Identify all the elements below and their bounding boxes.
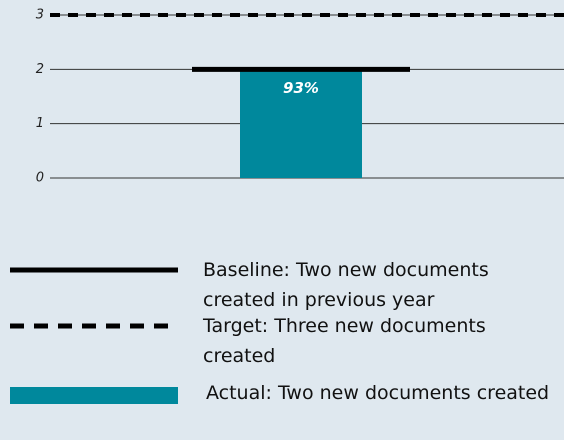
y-tick-label: 0 [36,171,44,186]
legend-label: Baseline: Two new documents created in p… [203,259,489,311]
bar-annotation: 93% [283,79,319,97]
legend-label: Target: Three new documents created [203,315,486,367]
y-tick-label: 1 [36,116,44,131]
legend-label: Actual: Two new documents created [206,382,550,404]
legend-swatch [10,387,178,404]
bar [240,69,362,178]
y-tick-label: 3 [36,8,44,23]
y-tick-label: 2 [36,62,44,77]
